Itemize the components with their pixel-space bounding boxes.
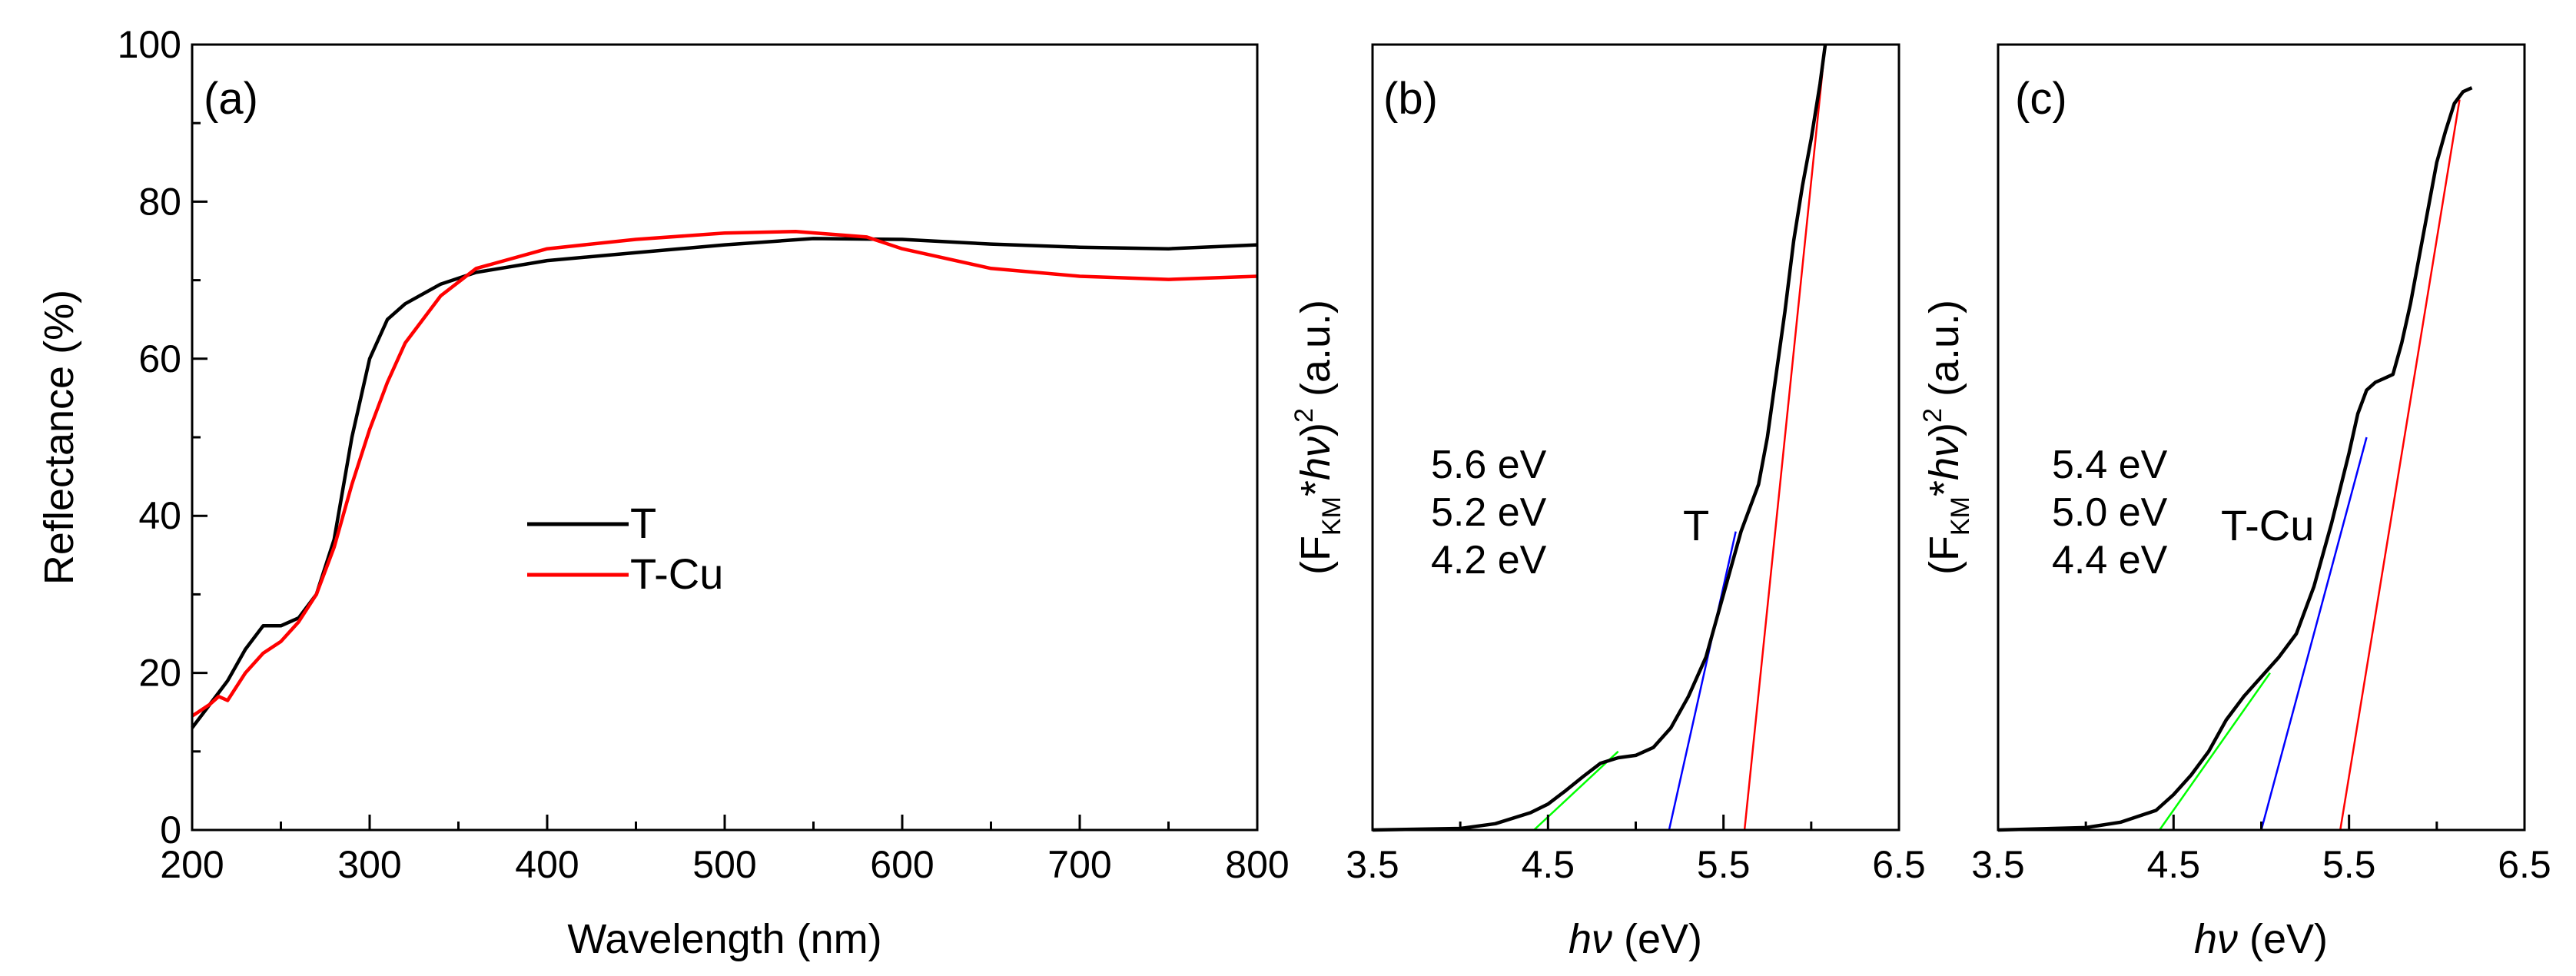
x-tick-label: 6.5 [1872,843,1926,886]
panel-a-y-axis-title: Reflectance (%) [36,290,82,585]
y-tick-label: 20 [138,652,181,695]
panel-b-frame [1371,43,1900,832]
x-tick-label: 5.5 [2322,843,2376,886]
panel-c-y-axis-title: (FKM*hν)2 (a.u.) [1918,300,1975,575]
panel-a: 200 300 400 500 600 700 800 0 20 40 60 80 100 (a) W… [36,23,1290,962]
x-tick-label: 4.5 [1522,843,1575,886]
panel-c-x-tick-labels: 3.5 4.5 5.5 6.5 [1971,843,2551,886]
panel-b-ticks [1371,815,1900,830]
y-tick-label: 80 [138,180,181,223]
panel-a-ticks [191,43,1259,832]
panel-a-x-axis-title: Wavelength (nm) [567,916,881,962]
panel-c-ticks [1997,815,2526,830]
panel-c-frame [1997,43,2526,832]
panel-a-label: (a) [204,74,258,124]
panel-b-series [1372,44,1827,832]
panel-c-tangent-2 [2159,672,2271,831]
panel-c: 3.5 4.5 5.5 6.5 (c) T-Cu 5.4 eV 5.0 eV 4.4 … [1918,43,2551,962]
panel-c-gap-green: 4.4 eV [2052,538,2168,583]
panel-b: 3.5 4.5 5.5 6.5 (b) T 5.6 eV 5.2 eV 4.2 eV … [1290,43,1926,962]
panel-b-tangent-1 [1668,531,1737,831]
panel-b-series-t [1372,44,1827,832]
x-tick-label: 5.5 [1697,843,1751,886]
panel-b-sample-label: T [1683,501,1709,549]
panel-c-gap-blue: 5.0 eV [2052,490,2168,535]
panel-c-series-t-cu [1997,86,2473,832]
panel-b-x-tick-labels: 3.5 4.5 5.5 6.5 [1346,843,1926,886]
panel-c-tangent-0 [2339,99,2461,831]
legend-label-t: T [630,499,656,547]
legend: T T-Cu [527,499,723,598]
panel-c-sample-label: T-Cu [2221,501,2314,549]
y-tick-label: 0 [160,808,181,852]
panel-b-label: (b) [1383,74,1438,124]
y-tick-label: 60 [138,337,181,380]
panel-a-series-t-cu [191,229,1258,718]
legend-label-t-cu: T-Cu [630,549,723,598]
y-tick-label: 40 [138,494,181,537]
x-tick-label: 600 [870,843,934,886]
y-tick-label: 100 [118,23,181,66]
x-tick-label: 300 [337,843,401,886]
panel-b-gap-green: 4.2 eV [1431,538,1547,583]
x-tick-label: 6.5 [2498,843,2551,886]
panel-c-gap-red: 5.4 eV [2052,443,2168,487]
panel-a-y-tick-labels: 0 20 40 60 80 100 [118,23,181,852]
panel-c-series [1997,86,2473,832]
x-tick-label: 800 [1225,843,1289,886]
x-tick-label: 200 [160,843,224,886]
x-tick-label: 500 [692,843,756,886]
panel-b-gap-red: 5.6 eV [1431,443,1547,487]
panel-a-series-t [191,237,1258,729]
panel-a-x-tick-labels: 200 300 400 500 600 700 800 [160,843,1289,886]
x-tick-label: 3.5 [1971,843,2025,886]
x-tick-label: 400 [515,843,579,886]
panel-b-x-axis-title: hν (eV) [1569,916,1702,962]
x-tick-label: 4.5 [2147,843,2201,886]
panel-b-gap-blue: 5.2 eV [1431,490,1547,535]
panel-c-label: (c) [2015,74,2067,124]
x-tick-label: 3.5 [1346,843,1399,886]
x-tick-label: 700 [1047,843,1111,886]
panel-b-y-axis-title: (FKM*hν)2 (a.u.) [1290,300,1346,575]
panel-c-x-axis-title: hν (eV) [2194,916,2328,962]
panel-c-tangent-1 [2260,437,2368,831]
panel-b-tangent-0 [1743,44,1827,831]
panel-a-series [191,229,1258,729]
